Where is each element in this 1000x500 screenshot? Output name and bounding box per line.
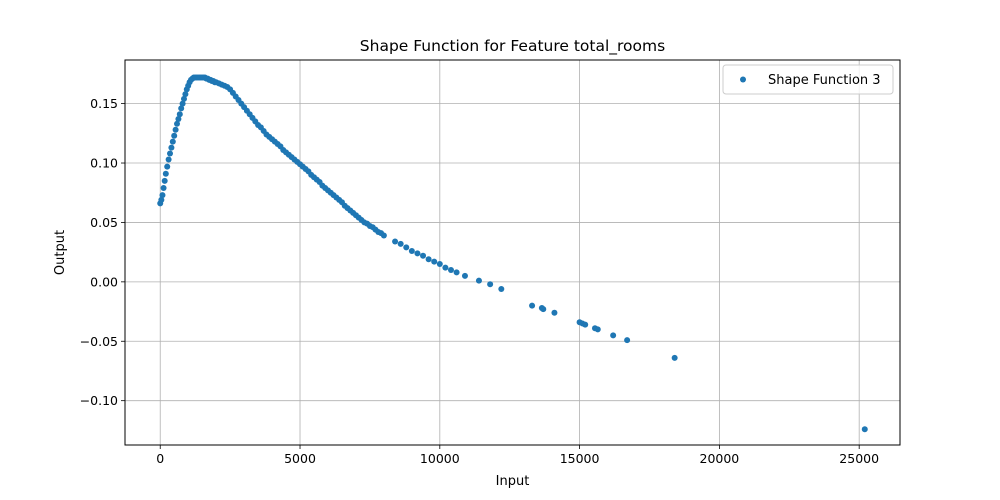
data-point: [182, 91, 189, 98]
data-point: [175, 116, 182, 123]
data-point: [551, 309, 558, 316]
data-point: [380, 232, 387, 239]
data-point: [176, 111, 183, 118]
data-point: [461, 272, 468, 279]
data-point: [172, 126, 179, 133]
x-axis-ticks: 0 5000 10000 15000 20000 25000: [156, 445, 879, 466]
y-tick-label: 0.00: [90, 274, 118, 289]
plot-frame: [124, 59, 901, 446]
data-point: [160, 184, 167, 191]
data-point: [436, 261, 443, 268]
data-point: [178, 105, 185, 112]
y-tick-label: 0.05: [90, 215, 118, 230]
data-point: [431, 258, 438, 265]
legend-box: [722, 64, 894, 95]
data-point: [180, 95, 187, 102]
data-point: [498, 285, 505, 292]
data-point: [171, 132, 178, 139]
data-point: [475, 277, 482, 284]
x-tick-label: 15000: [560, 451, 600, 466]
data-point: [392, 238, 399, 245]
y-axis-label: Output: [53, 230, 68, 275]
data-point: [165, 156, 172, 163]
y-tick-label: −0.10: [80, 393, 118, 408]
y-axis-ticks: −0.10 −0.05 0.00 0.05 0.10 0.15: [80, 96, 125, 408]
data-point: [447, 266, 454, 273]
data-point: [179, 100, 186, 107]
data-point: [540, 306, 547, 313]
data-point: [168, 144, 175, 151]
x-axis-label: Input: [496, 474, 530, 489]
data-point: [164, 163, 171, 170]
data-point: [453, 269, 460, 276]
legend-label: Shape Function 3: [768, 73, 881, 88]
legend: Shape Function 3: [722, 64, 894, 95]
data-point: [161, 177, 168, 184]
data-point: [425, 256, 432, 263]
y-tick-label: 0.15: [90, 96, 118, 111]
data-point: [442, 264, 449, 271]
x-tick-label: 25000: [839, 451, 879, 466]
data-point: [529, 302, 536, 309]
data-point: [582, 321, 589, 328]
data-point: [408, 247, 415, 254]
data-point: [420, 252, 427, 259]
data-point: [610, 332, 617, 339]
data-point: [159, 192, 166, 199]
x-tick-label: 10000: [420, 451, 460, 466]
data-points: [157, 74, 868, 433]
x-tick-label: 20000: [700, 451, 740, 466]
data-point: [487, 281, 494, 288]
data-point: [594, 326, 601, 333]
grid-lines: [125, 60, 900, 445]
data-point: [169, 138, 176, 145]
y-tick-label: 0.10: [90, 156, 118, 171]
data-point: [671, 354, 678, 361]
chart-title: Shape Function for Feature total_rooms: [360, 37, 665, 56]
data-point: [167, 150, 174, 157]
x-tick-label: 0: [156, 451, 164, 466]
legend-marker: [740, 76, 746, 83]
data-point: [397, 240, 404, 247]
data-point: [162, 170, 169, 177]
y-tick-label: −0.05: [80, 334, 118, 349]
data-point: [174, 120, 181, 127]
data-point: [158, 196, 165, 203]
x-tick-label: 5000: [284, 451, 316, 466]
data-point: [861, 426, 868, 433]
data-point: [624, 337, 631, 344]
data-point: [403, 244, 410, 251]
data-point: [414, 250, 421, 257]
